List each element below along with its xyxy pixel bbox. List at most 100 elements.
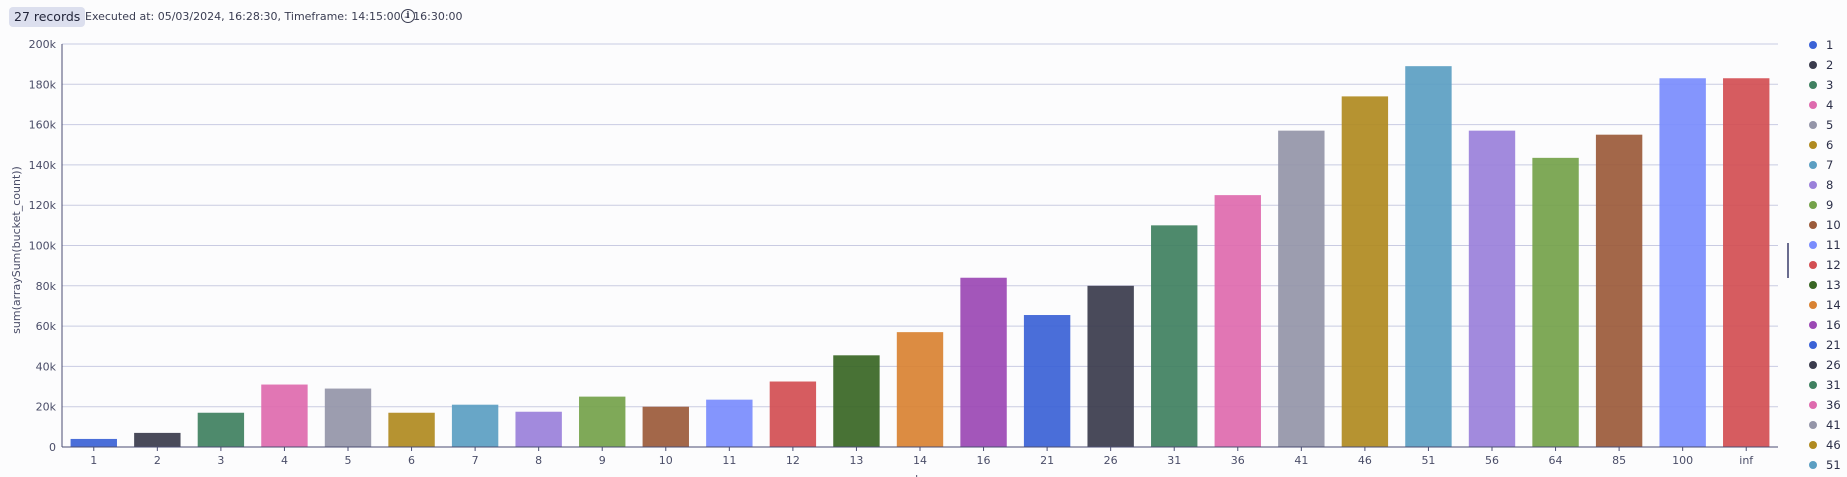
legend-label: 10 xyxy=(1826,218,1841,232)
legend-label: 2 xyxy=(1826,58,1833,72)
legend-item-16[interactable]: 16 xyxy=(1809,318,1841,332)
legend-item-2[interactable]: 2 xyxy=(1809,58,1833,72)
y-tick-label: 200k xyxy=(29,38,57,51)
legend-item-14[interactable]: 14 xyxy=(1809,298,1841,312)
x-tick-label: 6 xyxy=(408,454,415,467)
legend-label: 16 xyxy=(1826,318,1841,332)
legend-item-10[interactable]: 10 xyxy=(1809,218,1841,232)
bar-41[interactable] xyxy=(1278,130,1325,447)
bar-21[interactable] xyxy=(1023,315,1071,447)
legend-item-31[interactable]: 31 xyxy=(1809,378,1841,392)
x-tick-label: 4 xyxy=(281,454,288,467)
legend-swatch xyxy=(1809,81,1817,89)
legend-swatch xyxy=(1809,121,1817,129)
legend-label: 51 xyxy=(1826,458,1841,472)
bar-16[interactable] xyxy=(960,277,1007,447)
legend-swatch xyxy=(1809,181,1817,189)
legend-item-8[interactable]: 8 xyxy=(1809,178,1833,192)
x-tick-label: 56 xyxy=(1485,454,1499,467)
legend-swatch xyxy=(1809,241,1817,249)
bar-1[interactable] xyxy=(70,438,117,447)
legend-label: 21 xyxy=(1826,338,1841,352)
y-tick-label: 140k xyxy=(29,159,57,172)
legend-item-41[interactable]: 41 xyxy=(1809,418,1841,432)
legend-item-51[interactable]: 51 xyxy=(1809,458,1841,472)
bars xyxy=(70,66,1770,448)
bar-inf[interactable] xyxy=(1723,78,1770,447)
legend-swatch xyxy=(1809,421,1817,429)
legend-label: 31 xyxy=(1826,378,1841,392)
bar-2[interactable] xyxy=(134,432,181,447)
info-circle-icon[interactable]: i xyxy=(401,9,415,23)
x-axis-label: le xyxy=(915,473,925,477)
bar-51[interactable] xyxy=(1405,66,1452,447)
bar-85[interactable] xyxy=(1595,134,1643,448)
legend-label: 5 xyxy=(1826,118,1833,132)
legend-item-3[interactable]: 3 xyxy=(1809,78,1833,92)
legend-label: 46 xyxy=(1826,438,1841,452)
legend-swatch xyxy=(1809,201,1817,209)
legend-swatch xyxy=(1809,441,1817,449)
bar-9[interactable] xyxy=(579,396,626,447)
legend-item-7[interactable]: 7 xyxy=(1809,158,1833,172)
bar-10[interactable] xyxy=(642,406,689,447)
bar-100[interactable] xyxy=(1659,78,1706,447)
legend-swatch xyxy=(1809,61,1817,69)
x-tick-label: 1 xyxy=(90,454,97,467)
bar-11[interactable] xyxy=(706,399,753,447)
y-tick-label: 180k xyxy=(29,78,57,91)
x-tick-label: 36 xyxy=(1231,454,1245,467)
legend-swatch xyxy=(1809,261,1817,269)
legend-item-36[interactable]: 36 xyxy=(1809,398,1841,412)
x-tick-label: inf xyxy=(1739,454,1754,467)
legend-item-6[interactable]: 6 xyxy=(1809,138,1833,152)
bar-8[interactable] xyxy=(515,411,562,447)
legend-swatch xyxy=(1809,461,1817,469)
bar-36[interactable] xyxy=(1214,195,1261,447)
bar-5[interactable] xyxy=(324,388,372,447)
x-tick-label: 51 xyxy=(1421,454,1435,467)
bar-12[interactable] xyxy=(769,381,817,447)
y-tick-label: 20k xyxy=(36,401,57,414)
bar-64[interactable] xyxy=(1532,157,1579,447)
y-tick-label: 60k xyxy=(36,320,57,333)
bar-31[interactable] xyxy=(1151,225,1198,447)
legend-item-13[interactable]: 13 xyxy=(1809,278,1841,292)
y-tick-label: 0 xyxy=(49,441,56,454)
record-count-badge: 27 records xyxy=(9,7,86,27)
bar-56[interactable] xyxy=(1468,130,1516,447)
y-tick-label: 160k xyxy=(29,119,57,132)
legend-item-26[interactable]: 26 xyxy=(1809,358,1841,372)
bar-26[interactable] xyxy=(1087,285,1134,447)
legend-item-9[interactable]: 9 xyxy=(1809,198,1833,212)
legend-label: 9 xyxy=(1826,198,1833,212)
legend-swatch xyxy=(1809,381,1817,389)
bar-13[interactable] xyxy=(833,355,880,447)
legend-swatch xyxy=(1809,341,1817,349)
bar-7[interactable] xyxy=(451,404,499,447)
legend-item-46[interactable]: 46 xyxy=(1809,438,1841,452)
legend-item-21[interactable]: 21 xyxy=(1809,338,1841,352)
bar-14[interactable] xyxy=(896,332,944,447)
legend-swatch xyxy=(1809,141,1817,149)
bar-46[interactable] xyxy=(1341,96,1389,447)
legend-swatch xyxy=(1809,161,1817,169)
legend-label: 3 xyxy=(1826,78,1833,92)
x-tick-label: 13 xyxy=(849,454,863,467)
legend-label: 11 xyxy=(1826,238,1841,252)
legend-item-1[interactable]: 1 xyxy=(1809,38,1833,52)
x-tick-label: 21 xyxy=(1040,454,1054,467)
legend-item-4[interactable]: 4 xyxy=(1809,98,1833,112)
x-tick-label: 11 xyxy=(722,454,736,467)
legend-item-5[interactable]: 5 xyxy=(1809,118,1833,132)
legend-item-12[interactable]: 12 xyxy=(1809,258,1841,272)
toolbar: 27 records Executed at: 05/03/2024, 16:2… xyxy=(0,0,1847,36)
bar-4[interactable] xyxy=(261,384,308,447)
x-tick-label: 9 xyxy=(599,454,606,467)
x-tick-label: 12 xyxy=(786,454,800,467)
legend-item-11[interactable]: 11 xyxy=(1809,238,1841,252)
bar-6[interactable] xyxy=(388,412,435,447)
y-axis-label: sum(arraySum(bucket_count)) xyxy=(10,166,23,334)
legend-label: 36 xyxy=(1826,398,1841,412)
bar-3[interactable] xyxy=(197,412,245,447)
